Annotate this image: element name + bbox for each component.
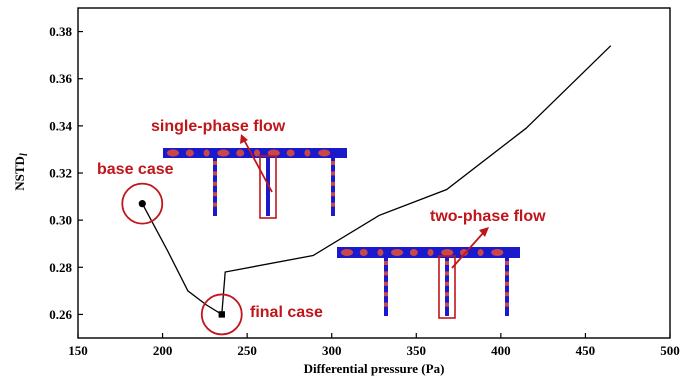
data-layer — [138, 45, 612, 318]
bubble — [267, 149, 280, 157]
bubble — [217, 149, 230, 157]
branch-bubble — [445, 261, 449, 265]
branch-bubble — [505, 271, 509, 276]
highlight-box — [259, 155, 277, 219]
y-tick-label: 0.36 — [49, 71, 72, 86]
branch-bubble — [445, 292, 449, 297]
branch-bubble — [384, 271, 388, 276]
bubble — [477, 249, 484, 256]
branch-bubble — [213, 202, 217, 207]
x-axis-title: Differential pressure (Pa) — [304, 361, 445, 376]
bubble — [409, 249, 418, 256]
bubble — [459, 249, 468, 256]
series-line — [141, 45, 612, 316]
bubble — [491, 249, 504, 256]
single-phase-arrow — [242, 137, 273, 193]
base-case-point — [138, 200, 146, 208]
x-tick-label: 500 — [660, 343, 680, 358]
branch-bubble — [445, 271, 449, 276]
branch-pipe — [266, 158, 270, 216]
branch-bubble — [505, 302, 509, 307]
x-tick-label: 200 — [153, 343, 173, 358]
x-tick-label: 150 — [68, 343, 88, 358]
branch-bubble — [445, 281, 449, 286]
bubble — [377, 249, 384, 256]
single-phase-inset — [163, 148, 347, 219]
branch-bubble — [331, 192, 335, 197]
y-tick-label: 0.26 — [49, 307, 72, 322]
single-phase-arrowhead — [240, 134, 248, 144]
branch-bubble — [384, 302, 388, 307]
bubble — [254, 149, 260, 157]
branch-bubble — [384, 261, 388, 265]
bubble — [203, 149, 210, 157]
bubble — [341, 249, 353, 256]
base-case-circle — [121, 182, 164, 225]
y-tick-label: 0.28 — [49, 260, 72, 275]
branch-bubble — [384, 292, 388, 297]
y-tick-label: 0.34 — [49, 118, 72, 133]
branch-pipe — [445, 258, 449, 316]
bubble — [391, 249, 404, 256]
bubble — [427, 249, 434, 256]
x-tick-label: 250 — [237, 343, 257, 358]
branch-pipe — [384, 258, 388, 316]
x-tick-label: 300 — [322, 343, 342, 358]
branch-bubble — [384, 281, 388, 286]
y-tick-label: 0.32 — [49, 166, 72, 181]
two-phase-label: two-phase flow — [430, 208, 546, 225]
branch-bubble — [213, 181, 217, 186]
bubble — [236, 149, 245, 157]
bubble — [286, 149, 295, 157]
branch-bubble — [213, 161, 217, 165]
branch-bubble — [331, 181, 335, 186]
branch-bubble — [213, 192, 217, 197]
y-axis-title-main: NSTD — [12, 156, 27, 191]
x-tick-label: 400 — [491, 343, 511, 358]
bubble — [359, 249, 368, 256]
branch-pipe — [505, 258, 509, 316]
two-phase-inset — [337, 247, 520, 319]
final-case-point — [218, 311, 225, 318]
x-tick-label: 450 — [576, 343, 596, 358]
y-tick-label: 0.38 — [49, 24, 72, 39]
branch-bubble — [331, 161, 335, 165]
y-axis-title: NSTDl — [12, 153, 30, 191]
branch-bubble — [505, 281, 509, 286]
branch-pipe — [213, 158, 217, 216]
bubble — [318, 149, 331, 157]
branch-bubble — [213, 171, 217, 176]
single-phase-label: single-phase flow — [151, 118, 286, 135]
final-case-label: final case — [250, 304, 323, 321]
x-tick-label: 350 — [407, 343, 427, 358]
branch-bubble — [331, 202, 335, 207]
y-tick-label: 0.30 — [49, 213, 72, 228]
bubble — [185, 149, 194, 157]
bubble — [441, 249, 454, 256]
branch-bubble — [505, 261, 509, 265]
bubble — [304, 149, 311, 157]
annotations: base case final case single-phase flow t… — [97, 118, 546, 336]
y-axis-title-sub: l — [19, 153, 30, 156]
highlight-box — [438, 255, 456, 319]
branch-bubble — [505, 292, 509, 297]
branch-bubble — [331, 171, 335, 176]
flow-insets — [163, 134, 520, 319]
branch-bubble — [445, 302, 449, 307]
base-case-label: base case — [97, 161, 174, 178]
two-phase-arrowhead — [479, 227, 489, 237]
two-phase-arrow — [451, 231, 485, 269]
final-case-circle — [200, 293, 243, 336]
bubble — [167, 149, 179, 157]
ticks: 150 200 250 300 350 400 450 500 0.26 0.28 0.30 0.32… — [49, 24, 680, 358]
branch-pipe — [331, 158, 335, 216]
